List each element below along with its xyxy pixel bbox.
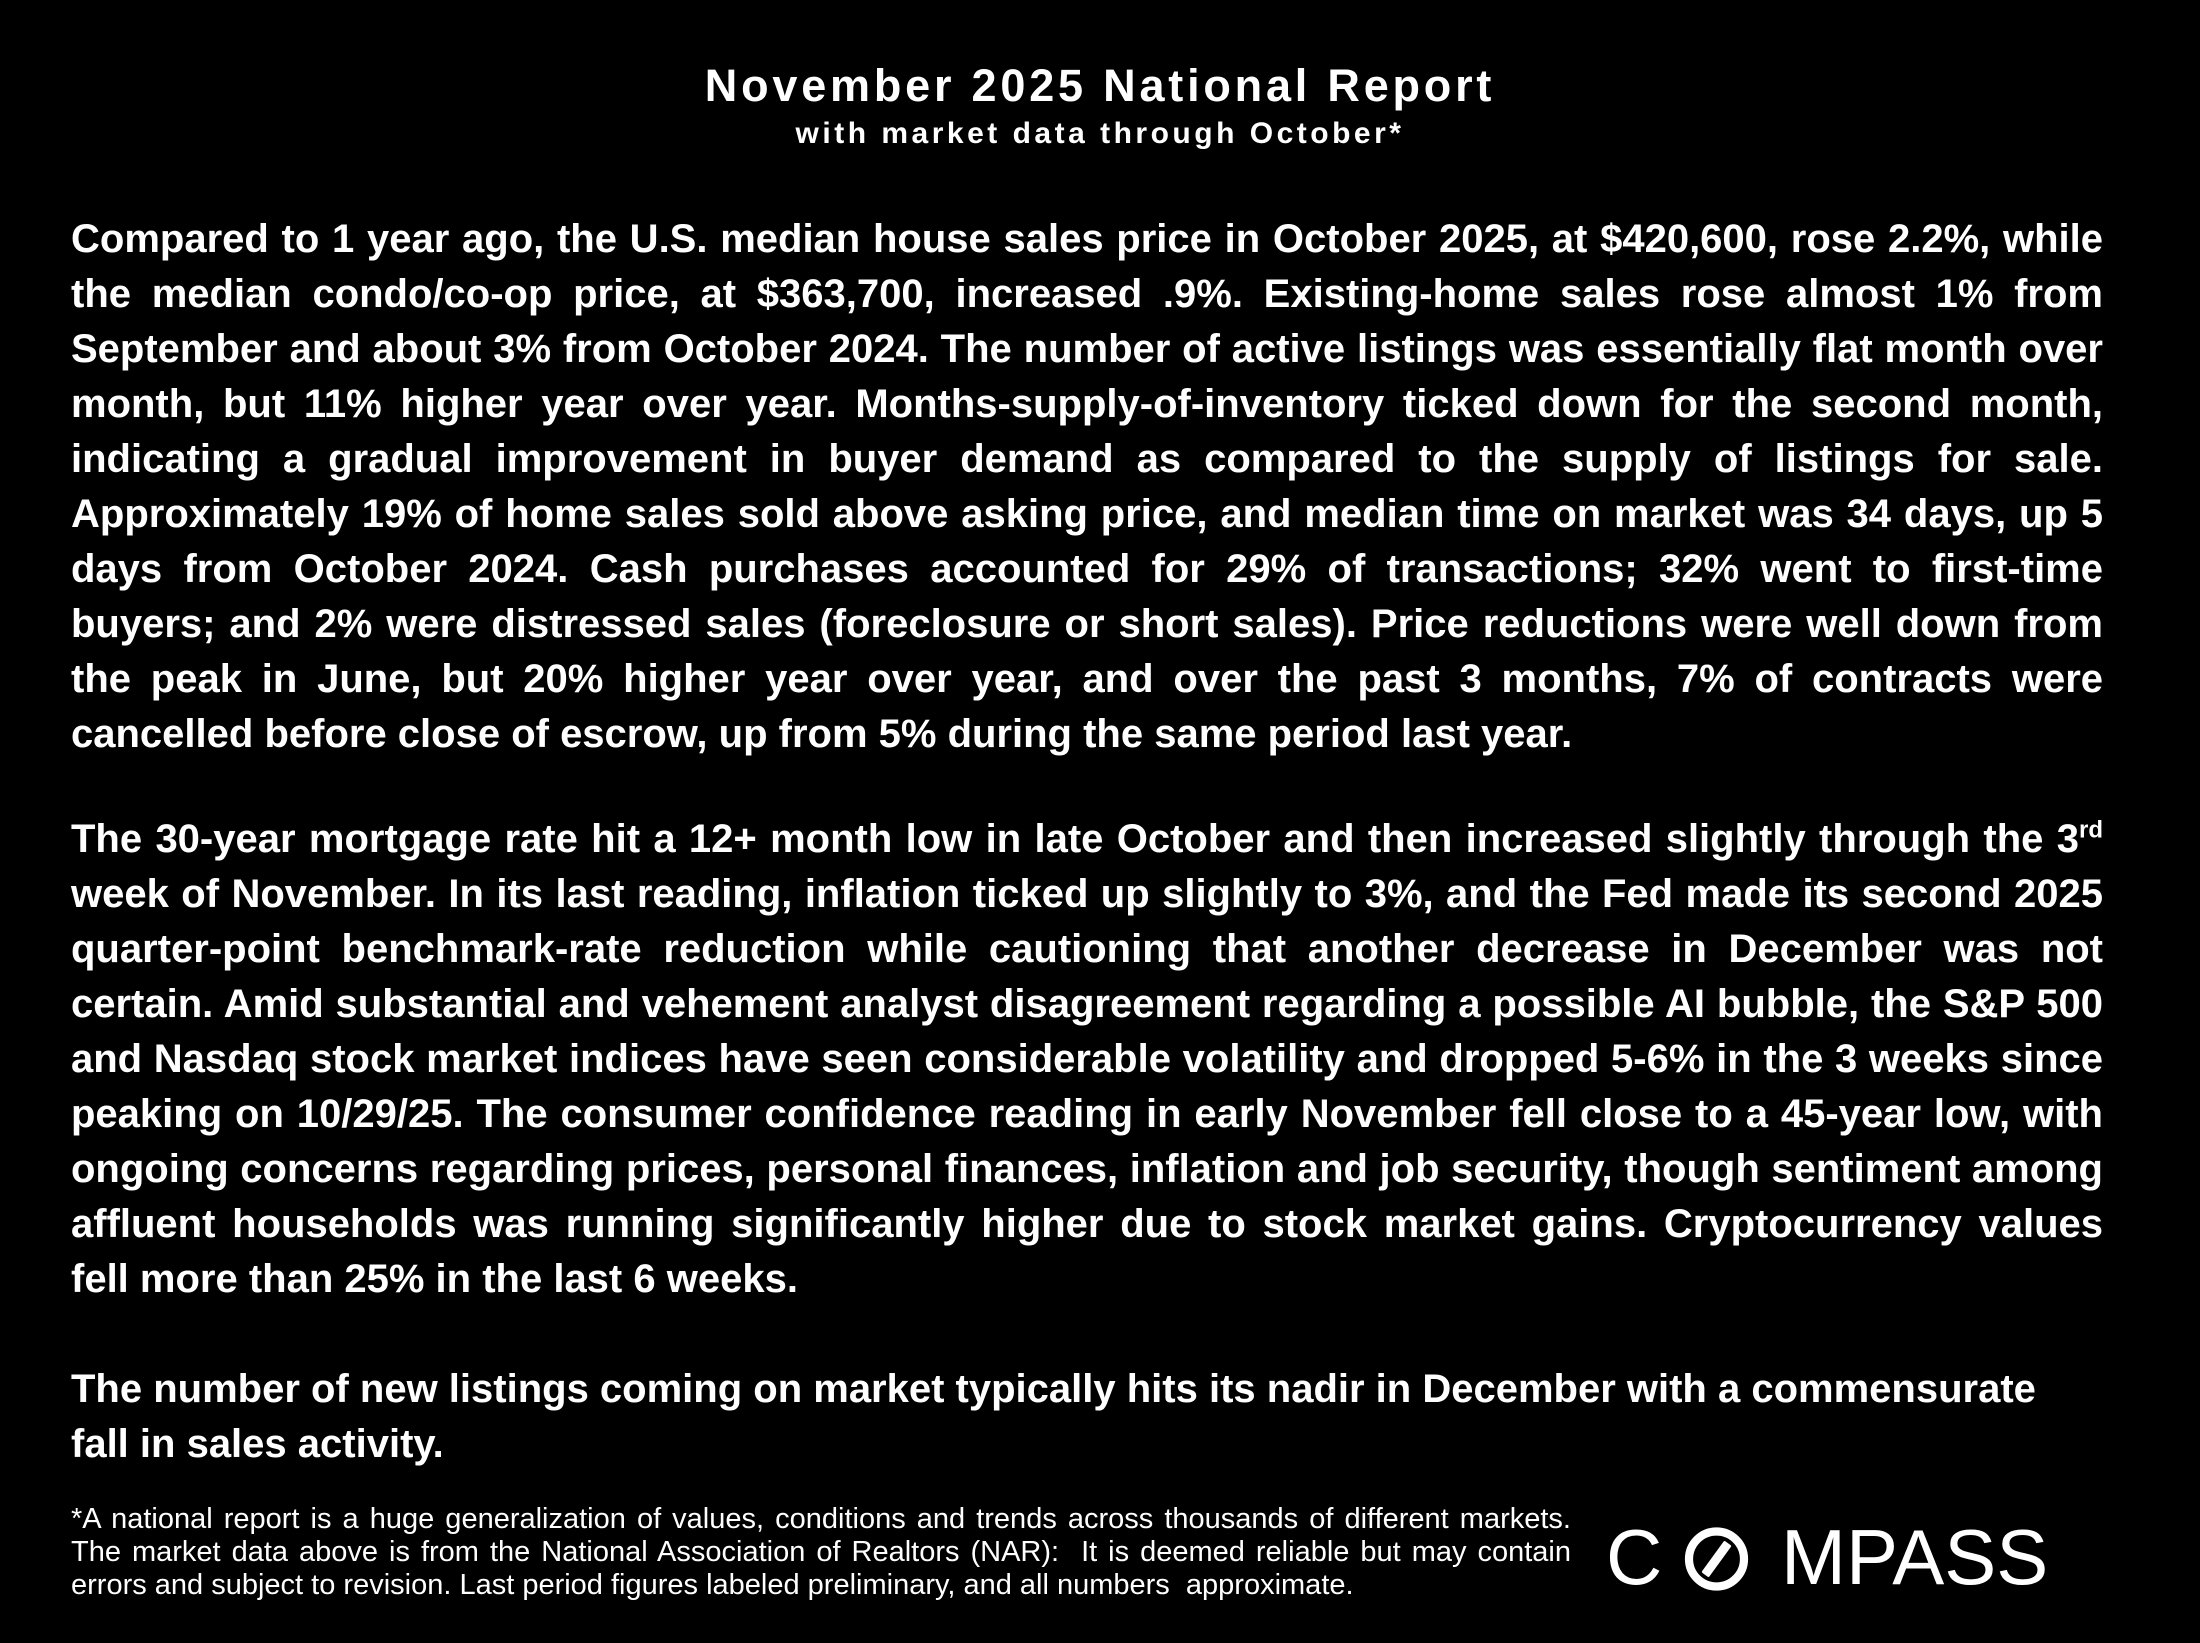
svg-text:MPASS: MPASS — [1781, 1513, 2048, 1601]
svg-text:C: C — [1606, 1513, 1662, 1601]
